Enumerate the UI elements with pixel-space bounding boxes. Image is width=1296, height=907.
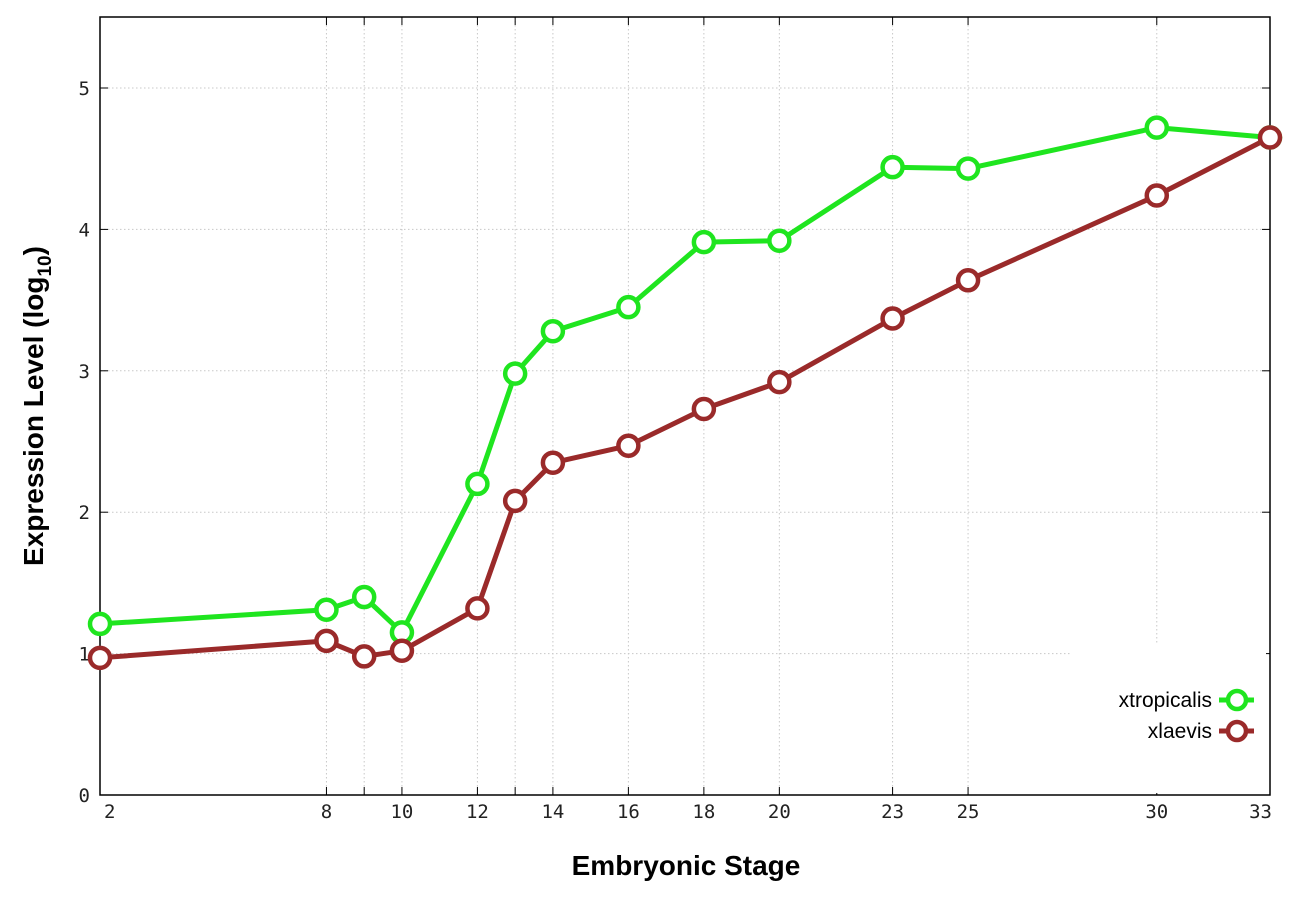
series-line-xlaevis	[99, 135, 1272, 661]
data-point-xlaevis	[389, 638, 415, 664]
data-point-xtropicalis	[314, 597, 339, 623]
y-tick-label: 5	[79, 78, 90, 100]
data-point-xlaevis	[1144, 183, 1170, 208]
data-point-xtropicalis	[351, 584, 377, 610]
data-point-xlaevis	[616, 433, 641, 458]
data-point-xlaevis	[502, 488, 528, 514]
x-tick-label: 16	[617, 801, 640, 823]
x-tick-label: 12	[466, 801, 489, 823]
plot-frame	[99, 16, 1271, 796]
legend-label-xlaevis: xlaevis	[1148, 720, 1212, 743]
y-axis-title-main: Expression Level (log	[18, 277, 49, 566]
data-point-xtropicalis	[87, 611, 113, 637]
data-point-xtropicalis	[502, 361, 528, 386]
data-point-xlaevis	[1257, 125, 1283, 150]
x-tick-label: 2	[104, 801, 115, 823]
y-axis-title-close: )	[18, 246, 49, 255]
y-tick-label: 0	[79, 785, 90, 807]
x-tick-label: 30	[1145, 801, 1168, 823]
data-point-xlaevis	[314, 628, 339, 654]
data-point-xtropicalis	[465, 471, 490, 497]
data-point-xtropicalis	[691, 229, 717, 255]
y-tick-label: 1	[79, 644, 90, 666]
legend: xtropicalis xlaevis	[1072, 643, 1266, 793]
data-point-xtropicalis	[955, 156, 981, 181]
x-tick-label: 8	[321, 801, 332, 823]
y-tick-label: 2	[79, 502, 90, 524]
legend-marker-xtropicalis	[1225, 688, 1249, 712]
x-tick-label: 14	[541, 801, 564, 823]
series-points	[87, 115, 1283, 671]
y-tick-label: 4	[79, 219, 90, 241]
data-point-xlaevis	[540, 450, 566, 475]
x-tick-label: 18	[692, 801, 715, 823]
data-point-xlaevis	[880, 306, 905, 331]
data-point-xlaevis	[691, 396, 717, 422]
y-axis-title: Expression Level (log10)	[18, 246, 56, 566]
y-axis-title-sub: 10	[35, 255, 56, 276]
x-tick-label: 25	[957, 801, 980, 823]
data-point-xlaevis	[87, 645, 113, 671]
x-axis-title: Embryonic Stage	[572, 850, 801, 881]
data-point-xlaevis	[955, 268, 981, 293]
x-tick-label: 10	[390, 801, 413, 823]
data-point-xlaevis	[351, 644, 377, 669]
legend-label-xtropicalis: xtropicalis	[1119, 689, 1212, 712]
y-tick-label: 3	[79, 361, 90, 383]
data-point-xtropicalis	[880, 154, 905, 180]
x-tick-label: 20	[768, 801, 791, 823]
data-point-xlaevis	[767, 369, 792, 395]
x-tick-label: 23	[881, 801, 904, 823]
legend-background	[1072, 643, 1266, 793]
data-point-xtropicalis	[540, 318, 566, 344]
data-point-xtropicalis	[767, 228, 792, 253]
data-point-xlaevis	[465, 596, 490, 621]
x-tick-label: 33	[1249, 801, 1272, 823]
data-point-xtropicalis	[616, 294, 641, 320]
series-line-xtropicalis	[99, 125, 1271, 635]
series-lines	[99, 125, 1272, 661]
legend-marker-xlaevis	[1225, 719, 1249, 743]
data-point-xtropicalis	[1144, 115, 1170, 140]
